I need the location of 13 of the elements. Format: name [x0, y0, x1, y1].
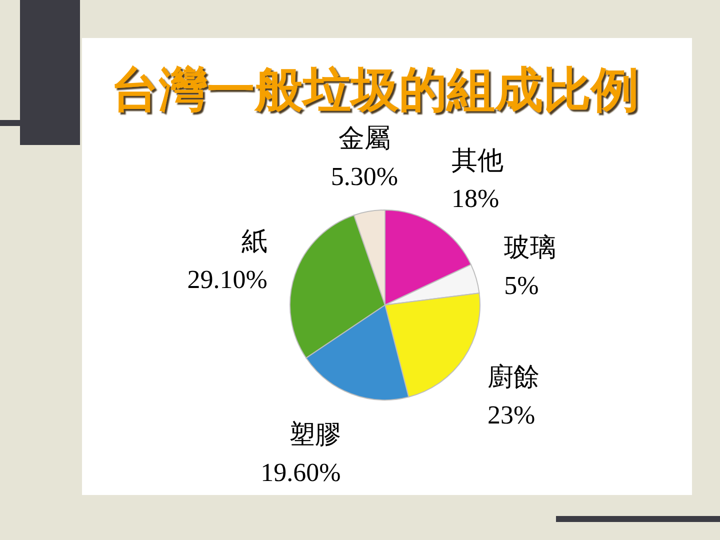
- chart-title: 台灣一般垃圾的組成比例: [111, 64, 639, 117]
- slice-label: 廚餘: [488, 362, 540, 392]
- data-label: 23%: [488, 400, 536, 430]
- data-label: 5%: [504, 271, 539, 300]
- slice-label: 塑膠: [288, 420, 341, 449]
- data-label: 19.60%: [260, 458, 341, 487]
- slice-label: 玻璃: [504, 233, 556, 262]
- slice-label: 紙: [241, 227, 268, 256]
- slice-label: 其他: [451, 146, 504, 175]
- data-label: 18%: [451, 184, 500, 213]
- data-label: 5.30%: [330, 162, 398, 192]
- slice-label: 金屬: [338, 124, 390, 154]
- data-label: 29.10%: [187, 265, 268, 294]
